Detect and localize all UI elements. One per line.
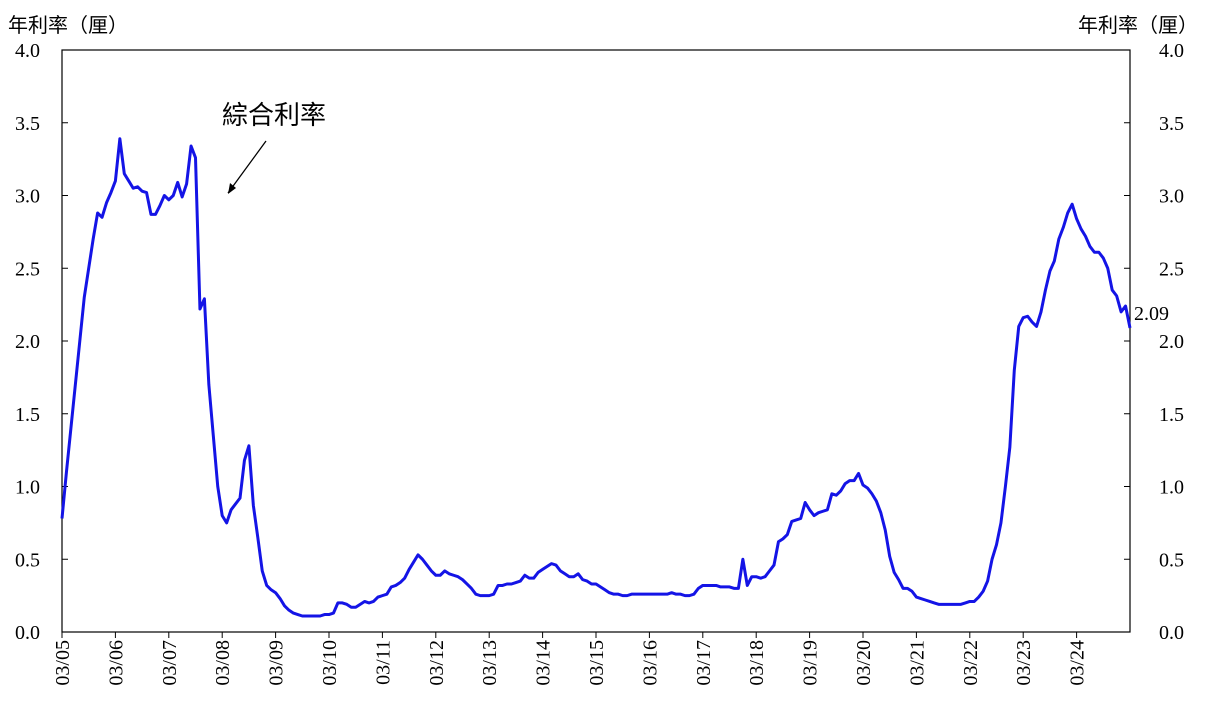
x-tick-label: 03/20: [853, 640, 875, 686]
last-value-label: 2.09: [1134, 303, 1169, 325]
x-tick-label: 03/11: [372, 640, 394, 685]
y-tick-label: 4.0: [15, 40, 40, 62]
y2-tick-label: 1.0: [1159, 477, 1184, 499]
y-tick-label: 3.5: [15, 113, 40, 135]
x-tick-label: 03/09: [266, 640, 288, 686]
y2-tick-label: 3.5: [1159, 113, 1184, 135]
x-tick-label: 03/24: [1067, 640, 1089, 686]
x-tick-label: 03/22: [960, 640, 982, 686]
annotation-arrow: [227, 140, 267, 194]
x-tick-label: 03/06: [105, 640, 127, 686]
y2-tick-label: 4.0: [1159, 40, 1184, 62]
y-tick-label: 2.0: [15, 331, 40, 353]
y-tick-label: 1.5: [15, 404, 40, 426]
x-tick-label: 03/14: [533, 640, 555, 686]
x-tick-label: 03/23: [1013, 640, 1035, 686]
y2-axis-label: 年利率（厘）: [1078, 14, 1198, 37]
y2-tick-label: 1.5: [1159, 404, 1184, 426]
x-tick-label: 03/16: [639, 640, 661, 686]
x-tick-label: 03/13: [479, 640, 501, 686]
annotation: 綜合利率: [222, 101, 326, 130]
plot-frame: [61, 49, 1131, 633]
x-tick-label: 03/05: [52, 640, 74, 686]
y-tick-label: 0.5: [15, 549, 40, 571]
x-tick-label: 03/12: [426, 640, 448, 686]
x-tick-label: 03/21: [906, 640, 928, 686]
y-tick-label: 3.0: [15, 186, 40, 208]
x-tick-label: 03/10: [319, 640, 341, 686]
y-axis-label: 年利率（厘）: [8, 14, 128, 37]
line-series: [60, 137, 1132, 618]
y2-tick-label: 3.0: [1159, 186, 1184, 208]
y2-tick-label: 2.5: [1159, 258, 1184, 280]
x-tick-label: 03/08: [212, 640, 234, 686]
x-tick-label: 03/15: [586, 640, 608, 686]
x-tick-label: 03/07: [159, 640, 181, 686]
y2-tick-label: 0.5: [1159, 549, 1184, 571]
y-tick-label: 1.0: [15, 477, 40, 499]
arrow-head: [228, 183, 236, 194]
y2-tick-label: 2.0: [1159, 331, 1184, 353]
y-tick-label: 0.0: [15, 622, 40, 644]
x-tick-label: 03/18: [746, 640, 768, 686]
x-tick-label: 03/19: [800, 640, 822, 686]
y-tick-label: 2.5: [15, 258, 40, 280]
y2-tick-label: 0.0: [1159, 622, 1184, 644]
x-tick-label: 03/17: [693, 640, 715, 686]
